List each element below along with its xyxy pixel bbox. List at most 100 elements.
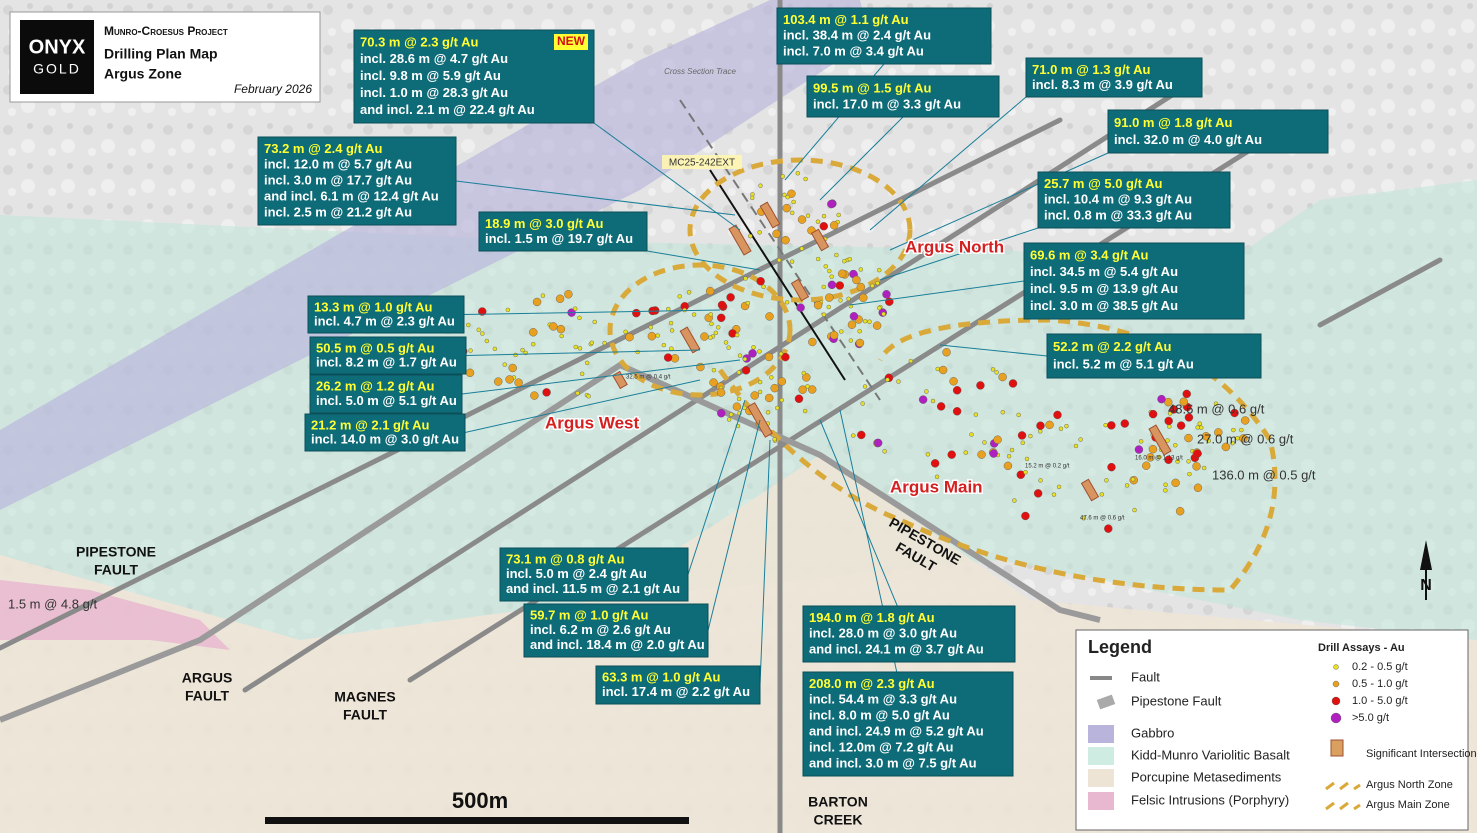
- drill-hole: [781, 236, 790, 245]
- callout-line: 103.4 m @ 1.1 g/t Au: [783, 12, 909, 27]
- callout-line: incl. 3.0 m @ 38.5 g/t Au: [1030, 298, 1178, 313]
- callout-line: 52.2 m @ 2.2 g/t Au: [1053, 339, 1171, 354]
- drill-hole: [757, 389, 763, 395]
- title-block: ONYX GOLD Munro-Croesus Project Drilling…: [9, 11, 321, 103]
- legend-label: 1.0 - 5.0 g/t: [1352, 695, 1408, 707]
- drill-hole: [856, 282, 866, 292]
- drill-hole: [1045, 420, 1054, 430]
- zone-label: Argus North: [905, 237, 1004, 256]
- drill-hole: [837, 269, 847, 278]
- fault-label-line: ARGUS: [182, 670, 233, 686]
- drill-hole: [1157, 394, 1166, 404]
- drill-hole: [885, 377, 890, 382]
- callout-line: incl. 3.0 m @ 17.7 g/t Au: [264, 172, 412, 187]
- legend-label: Argus North Zone: [1366, 779, 1453, 791]
- drill-hole: [577, 346, 583, 351]
- drill-hole: [1038, 478, 1043, 483]
- drill-hole: [713, 330, 719, 336]
- drill-hole: [1038, 429, 1043, 434]
- drill-hole: [1239, 434, 1248, 443]
- drill-hole: [1165, 438, 1170, 443]
- drill-hole: [520, 347, 525, 353]
- intercept-label: 47.6 m @ 0.6 g/t: [1080, 516, 1125, 522]
- intercept-label: 15.2 m @ 0.2 g/t: [1025, 464, 1070, 470]
- drill-hole: [1239, 427, 1244, 433]
- drill-hole: [821, 284, 826, 290]
- drill-hole: [802, 408, 808, 414]
- callout-box: [1107, 109, 1329, 154]
- drill-hole: [1104, 524, 1113, 533]
- drill-hole: [764, 352, 774, 362]
- drill-hole: [842, 259, 847, 264]
- drill-hole: [882, 290, 891, 299]
- drill-hole: [589, 340, 595, 345]
- intersection: [728, 224, 752, 256]
- callout-box: [307, 295, 465, 334]
- drill-hole: [982, 440, 987, 445]
- leader-line: [461, 359, 741, 395]
- leader-line: [463, 309, 721, 315]
- drill-hole: [797, 215, 807, 224]
- drill-hole: [859, 293, 868, 302]
- legend-item: Felsic Intrusions (Porphyry): [1088, 792, 1289, 810]
- drill-hole: [857, 329, 862, 334]
- callout-line: 70.3 m @ 2.3 g/t Au: [360, 34, 478, 49]
- drill-hole: [1148, 444, 1158, 454]
- leader-line: [939, 344, 1048, 357]
- drill-hole: [492, 346, 498, 352]
- drill-hole: [1163, 488, 1168, 493]
- drill-hole: [799, 246, 805, 251]
- drill-hole: [1078, 437, 1083, 442]
- drill-hole: [756, 277, 765, 286]
- section-trace: [679, 99, 881, 401]
- drill-hole: [575, 390, 580, 396]
- drill-hole: [1000, 410, 1005, 415]
- callout-line: 71.0 m @ 1.3 g/t Au: [1032, 62, 1150, 77]
- callout-box: [802, 605, 1016, 663]
- drill-hole: [584, 360, 590, 366]
- drill-hole: [1230, 440, 1235, 446]
- drill-hole: [468, 348, 473, 353]
- drill-hole: [796, 303, 805, 312]
- callout-box: [802, 671, 1014, 777]
- intersection: [790, 278, 810, 302]
- leader-line: [759, 439, 771, 686]
- drill-hole: [870, 283, 875, 288]
- drill-hole: [808, 337, 817, 347]
- drill-hole: [1213, 401, 1219, 406]
- drill-hole: [777, 377, 787, 386]
- drill-hole: [924, 389, 929, 394]
- legend-label: Felsic Intrusions (Porphyry): [1131, 792, 1289, 807]
- intersection: [612, 370, 628, 390]
- drill-hole: [478, 307, 487, 316]
- drill-hole: [1103, 422, 1108, 428]
- drill-hole: [677, 294, 682, 299]
- legend-item: Gabbro: [1088, 725, 1174, 743]
- drill-hole: [1003, 461, 1013, 471]
- callout-line: incl. 7.0 m @ 3.4 g/t Au: [783, 43, 924, 58]
- map-labels: Argus North Argus West Argus Main PIPESTONE…: [8, 67, 1316, 833]
- drill-hole: [1104, 478, 1109, 483]
- callout-line: 21.2 m @ 2.1 g/t Au: [311, 417, 429, 432]
- drill-hole: [765, 410, 771, 415]
- drill-hole: [1173, 443, 1178, 448]
- callout-line: 13.3 m @ 1.0 g/t Au: [314, 299, 432, 314]
- callout-line: incl. 5.0 m @ 2.4 g/t Au: [506, 566, 647, 581]
- swatch: [1088, 769, 1114, 787]
- callout-box: [304, 413, 466, 452]
- drill-hole: [741, 366, 751, 375]
- drill-hole: [549, 322, 558, 331]
- drill-hole: [691, 312, 697, 317]
- drill-hole: [1167, 424, 1172, 429]
- badge-box: [554, 34, 588, 50]
- drill-hole: [787, 189, 796, 198]
- drill-hole: [1134, 445, 1144, 454]
- drill-hole: [750, 195, 755, 201]
- legend-dot: [1333, 664, 1339, 670]
- zone-outlines: [607, 157, 1278, 593]
- drill-hole: [794, 394, 804, 403]
- drill-hole: [705, 286, 715, 296]
- date: February 2026: [234, 82, 312, 96]
- callout-line: incl. 4.7 m @ 2.3 g/t Au: [314, 313, 455, 328]
